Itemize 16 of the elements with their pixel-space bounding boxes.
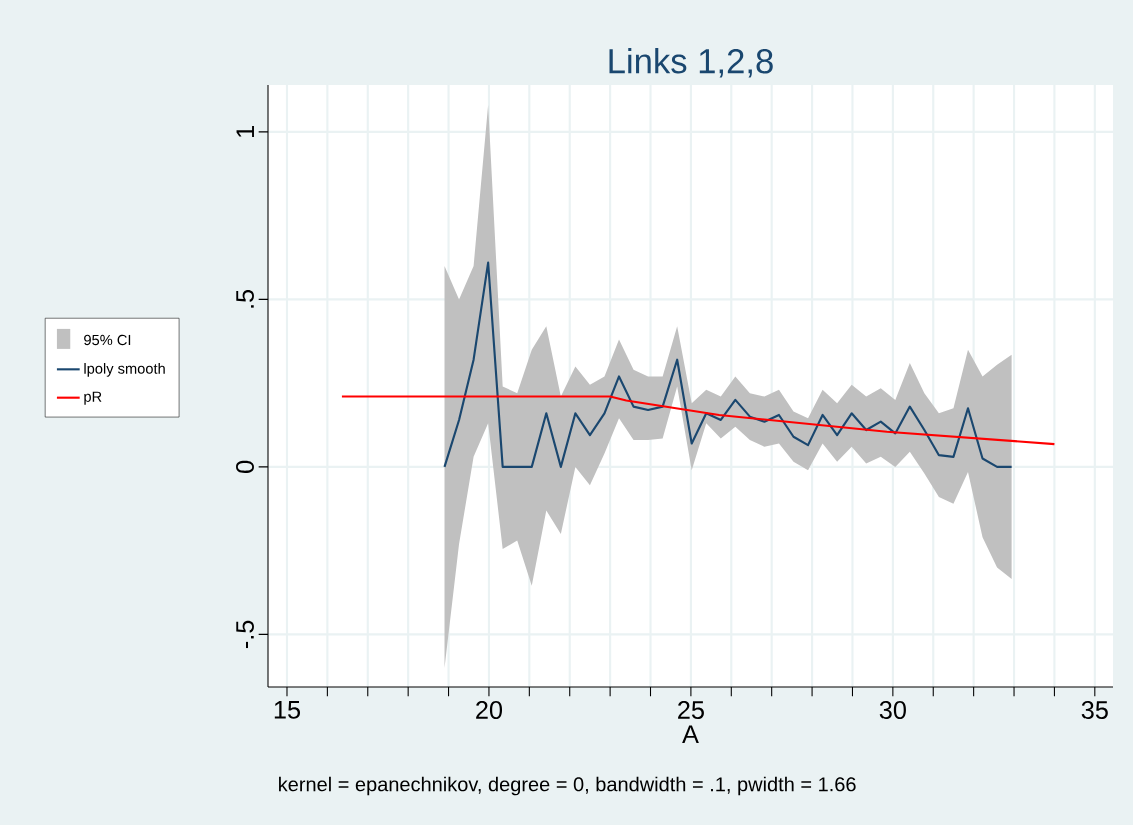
y-tick-label: .5 [236,289,254,308]
line-series [340,395,1056,446]
y-tick-label: 1 [236,126,254,138]
chart-title: Links 1,2,8 [609,48,773,78]
legend-label: pR [84,391,102,405]
legend-label: lpoly smooth [84,363,165,377]
x-tick-label: 30 [879,701,906,719]
y-tick-label: -.5 [236,620,254,649]
x-tick-label: 25 [678,701,704,719]
y-tick-label: 0 [236,460,254,473]
x-tick-label: 20 [476,701,503,719]
text: 95% CI [84,334,131,346]
text: kernel = epanechnikov, degree = 0, bandwidth = .1, pwidth = 1.66 [279,776,856,796]
x-tick-label: 15 [274,701,301,719]
x-axis-title: A [682,725,699,743]
x-tick-label: 35 [1081,701,1108,719]
